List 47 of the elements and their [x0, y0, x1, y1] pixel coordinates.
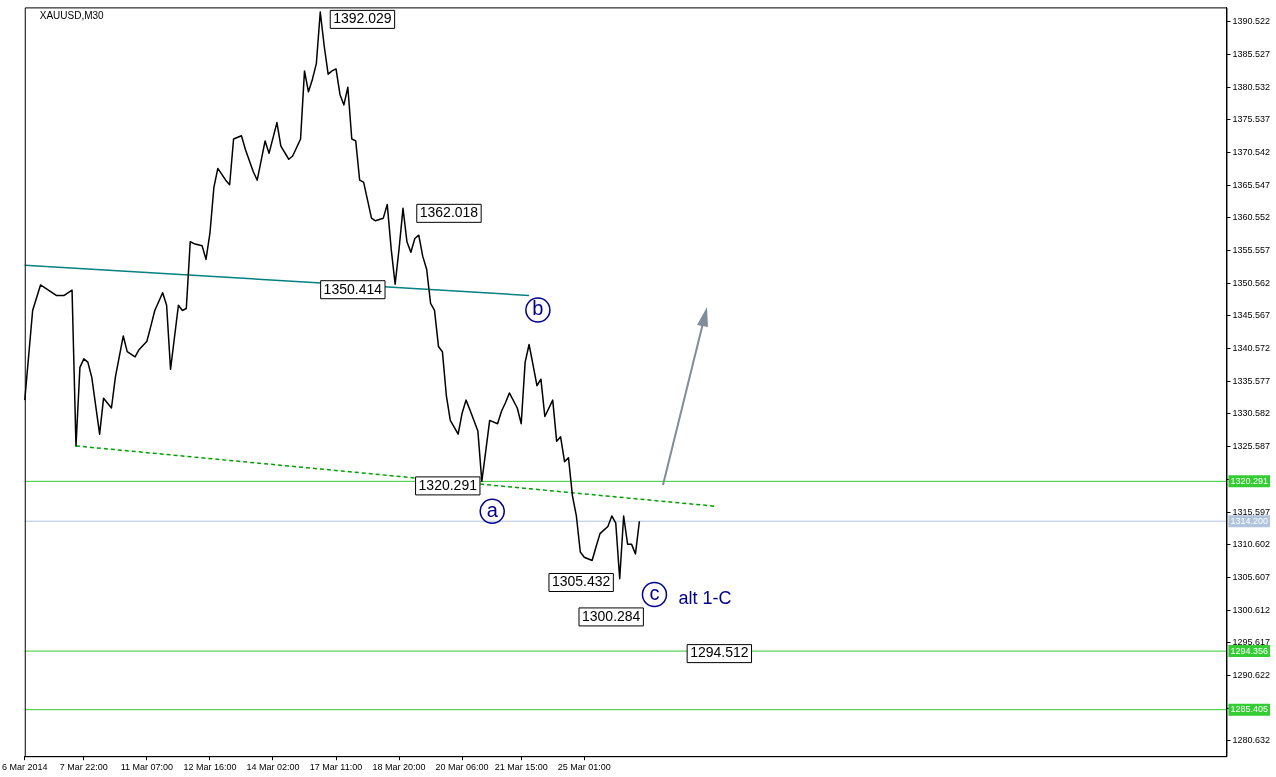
x-tick-label: 21 Mar 15:00: [494, 762, 548, 773]
y-tick-label: 1390.522: [1232, 16, 1271, 27]
y-tick-label: 1345.567: [1232, 310, 1271, 321]
y-tick-label: 1280.632: [1232, 735, 1271, 746]
x-tick-label: 20 Mar 06:00: [435, 762, 489, 773]
annotation: 1305.432: [551, 573, 611, 590]
ref-line-label: 1285.405: [1230, 704, 1269, 715]
x-tick-label: 17 Mar 11:00: [309, 762, 363, 773]
annotation: 1300.284: [581, 607, 641, 624]
y-tick-label: 1315.597: [1232, 506, 1271, 517]
annotation: alt 1-C: [678, 587, 732, 608]
annotation: b: [532, 297, 544, 320]
y-tick-label: 1305.607: [1232, 571, 1271, 582]
ref-line-label: 1294.356: [1230, 645, 1269, 656]
y-tick-label: 1330.582: [1232, 408, 1271, 419]
ref-line-label: 1314.200: [1230, 515, 1269, 526]
x-tick-label: 6 Mar 2014: [2, 762, 48, 773]
y-tick-label: 1355.557: [1232, 245, 1271, 255]
x-tick-label: 11 Mar 07:00: [120, 762, 174, 773]
y-tick-label: 1295.617: [1232, 637, 1271, 648]
annotation: 1362.018: [419, 204, 479, 221]
x-tick-label: 25 Mar 01:00: [557, 762, 611, 773]
ref-line-label: 1320.291: [1230, 475, 1269, 486]
y-tick-label: 1300.612: [1232, 604, 1271, 615]
y-tick-label: 1335.577: [1232, 375, 1271, 386]
y-tick-label: 1350.562: [1232, 277, 1271, 288]
y-tick-label: 1360.552: [1232, 212, 1271, 223]
annotation: 1294.512: [690, 644, 749, 661]
annotation: c: [649, 581, 660, 604]
y-tick-label: 1385.527: [1232, 48, 1271, 59]
y-tick-label: 1290.622: [1232, 670, 1271, 681]
x-tick-label: 12 Mar 16:00: [183, 762, 237, 773]
y-tick-label: 1380.532: [1232, 81, 1271, 92]
x-tick-label: 18 Mar 20:00: [372, 762, 426, 773]
chart-title: XAUUSD,M30: [39, 10, 105, 22]
annotation: 1350.414: [323, 280, 383, 297]
x-tick-label: 7 Mar 22:00: [59, 762, 108, 773]
annotation: a: [486, 498, 499, 521]
annotation: 1320.291: [418, 476, 478, 493]
y-tick-label: 1340.572: [1232, 343, 1271, 354]
y-tick-label: 1325.587: [1232, 441, 1271, 452]
y-tick-label: 1375.537: [1232, 114, 1271, 125]
annotation: 1392.029: [333, 10, 392, 27]
x-tick-label: 14 Mar 02:00: [246, 762, 300, 773]
y-tick-label: 1365.547: [1232, 179, 1271, 190]
y-tick-label: 1370.542: [1232, 146, 1271, 157]
y-tick-label: 1310.602: [1232, 539, 1271, 550]
